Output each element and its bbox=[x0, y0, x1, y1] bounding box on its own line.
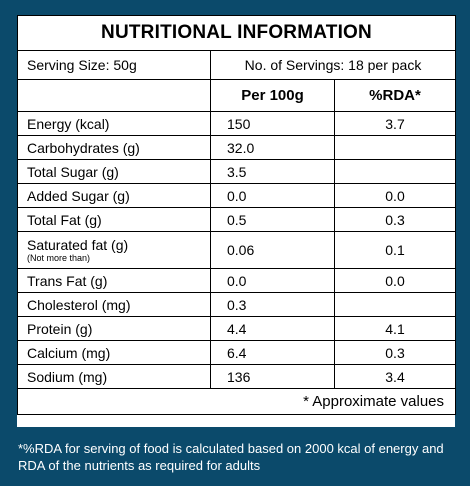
per-100g-value: 0.0 bbox=[210, 268, 335, 293]
nutrient-name: Added Sugar (g) bbox=[17, 183, 211, 208]
table-row: Energy (kcal) 150 3.7 bbox=[17, 111, 457, 136]
per-100g-value: 4.4 bbox=[210, 316, 335, 341]
header-row: Per 100g %RDA* bbox=[17, 79, 457, 112]
per-100g-value: 3.5 bbox=[210, 159, 335, 184]
header-nutrient bbox=[17, 79, 211, 112]
table-row: Saturated fat (g) (Not more than) 0.06 0… bbox=[17, 231, 457, 269]
table-row: Calcium (mg) 6.4 0.3 bbox=[17, 340, 457, 365]
per-100g-value: 0.5 bbox=[210, 207, 335, 232]
rda-value bbox=[333, 292, 457, 317]
rda-value: 0.0 bbox=[333, 268, 457, 293]
per-100g-value: 32.0 bbox=[210, 135, 335, 160]
rda-value: 0.3 bbox=[333, 340, 457, 365]
per-100g-value: 150 bbox=[210, 111, 335, 136]
rda-value: 0.0 bbox=[333, 183, 457, 208]
table-row: Trans Fat (g) 0.0 0.0 bbox=[17, 268, 457, 293]
header-per-100g: Per 100g bbox=[210, 79, 335, 112]
rda-value: 0.3 bbox=[333, 207, 457, 232]
approx-note: * Approximate values bbox=[16, 388, 457, 415]
nutrient-name: Total Sugar (g) bbox=[17, 159, 211, 184]
serving-row: Serving Size: 50g No. of Servings: 18 pe… bbox=[17, 50, 457, 80]
title-row: NUTRITIONAL INFORMATION bbox=[16, 15, 457, 51]
rda-value: 3.7 bbox=[333, 111, 457, 136]
servings-per-pack: No. of Servings: 18 per pack bbox=[209, 50, 457, 80]
nutrition-panel: NUTRITIONAL INFORMATION Serving Size: 50… bbox=[16, 15, 457, 427]
rda-value bbox=[333, 135, 457, 160]
nutrient-name: Energy (kcal) bbox=[17, 111, 211, 136]
nutrient-name: Carbohydrates (g) bbox=[17, 135, 211, 160]
nutrient-name: Calcium (mg) bbox=[17, 340, 211, 365]
table-row: Carbohydrates (g) 32.0 bbox=[17, 135, 457, 160]
per-100g-value: 0.3 bbox=[210, 292, 335, 317]
nutrient-name: Saturated fat (g) bbox=[27, 237, 129, 253]
rda-value: 3.4 bbox=[333, 364, 457, 389]
per-100g-value: 136 bbox=[210, 364, 335, 389]
header-rda: %RDA* bbox=[333, 79, 457, 112]
table-row: Total Sugar (g) 3.5 bbox=[17, 159, 457, 184]
approx-row: * Approximate values bbox=[16, 388, 457, 415]
nutrient-name: Trans Fat (g) bbox=[17, 268, 211, 293]
table-row: Sodium (mg) 136 3.4 bbox=[17, 364, 457, 389]
table-row: Protein (g) 4.4 4.1 bbox=[17, 316, 457, 341]
table-row: Total Fat (g) 0.5 0.3 bbox=[17, 207, 457, 232]
per-100g-value: 0.0 bbox=[210, 183, 335, 208]
table-row: Cholesterol (mg) 0.3 bbox=[17, 292, 457, 317]
table-title: NUTRITIONAL INFORMATION bbox=[16, 15, 457, 51]
nutrient-name-cell: Saturated fat (g) (Not more than) bbox=[17, 231, 211, 269]
table-row: Added Sugar (g) 0.0 0.0 bbox=[17, 183, 457, 208]
nutrition-table: NUTRITIONAL INFORMATION Serving Size: 50… bbox=[16, 15, 457, 415]
nutrient-name: Sodium (mg) bbox=[17, 364, 211, 389]
rda-value bbox=[333, 159, 457, 184]
rda-footnote: *%RDA for serving of food is calculated … bbox=[18, 441, 444, 473]
serving-size: Serving Size: 50g bbox=[17, 50, 211, 80]
nutrient-name: Total Fat (g) bbox=[17, 207, 211, 232]
per-100g-value: 0.06 bbox=[210, 231, 335, 269]
rda-value: 0.1 bbox=[333, 231, 457, 269]
nutrient-note: (Not more than) bbox=[27, 253, 91, 263]
nutrient-name: Cholesterol (mg) bbox=[17, 292, 211, 317]
rda-value: 4.1 bbox=[333, 316, 457, 341]
per-100g-value: 6.4 bbox=[210, 340, 335, 365]
nutrient-name: Protein (g) bbox=[17, 316, 211, 341]
